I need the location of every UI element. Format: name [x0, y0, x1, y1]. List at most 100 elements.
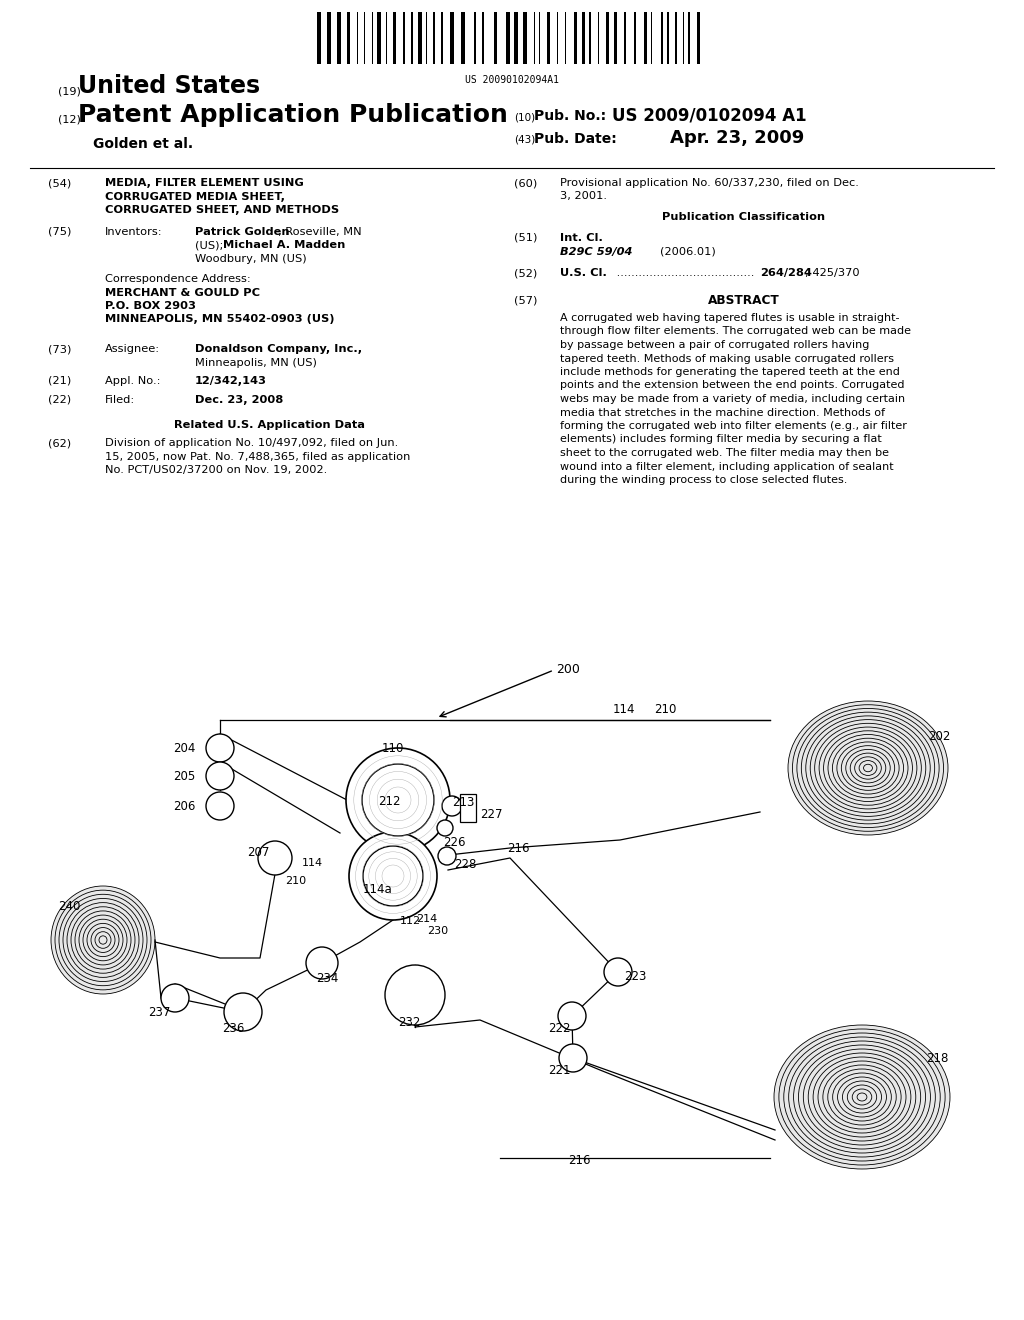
- Bar: [317, 12, 321, 63]
- Text: 227: 227: [480, 808, 503, 821]
- Text: (2006.01): (2006.01): [660, 247, 716, 256]
- Text: 205: 205: [173, 770, 196, 783]
- Text: 114a: 114a: [362, 883, 393, 896]
- Text: CORRUGATED MEDIA SHEET,: CORRUGATED MEDIA SHEET,: [105, 191, 285, 202]
- Circle shape: [558, 1002, 586, 1030]
- Text: (73): (73): [48, 345, 72, 354]
- Text: MINNEAPOLIS, MN 55402-0903 (US): MINNEAPOLIS, MN 55402-0903 (US): [105, 314, 335, 325]
- Text: (60): (60): [514, 178, 538, 187]
- Text: (43): (43): [514, 135, 536, 145]
- Bar: [474, 12, 476, 63]
- Text: elements) includes forming filter media by securing a flat: elements) includes forming filter media …: [560, 434, 882, 445]
- Text: Dec. 23, 2008: Dec. 23, 2008: [195, 395, 284, 405]
- Text: US 20090102094A1: US 20090102094A1: [465, 75, 559, 84]
- Bar: [461, 12, 465, 63]
- Circle shape: [206, 792, 234, 820]
- Text: (19): (19): [58, 87, 81, 96]
- Bar: [634, 12, 636, 63]
- Text: 216: 216: [507, 842, 529, 855]
- Circle shape: [349, 832, 437, 920]
- Bar: [688, 12, 690, 63]
- Circle shape: [161, 983, 189, 1012]
- Bar: [403, 12, 406, 63]
- Text: United States: United States: [78, 74, 260, 98]
- Text: (10): (10): [514, 112, 536, 121]
- Text: (62): (62): [48, 438, 71, 447]
- Text: MERCHANT & GOULD PC: MERCHANT & GOULD PC: [105, 288, 260, 297]
- Text: 222: 222: [548, 1022, 570, 1035]
- Text: Golden et al.: Golden et al.: [93, 137, 194, 150]
- Text: Minneapolis, MN (US): Minneapolis, MN (US): [195, 358, 316, 367]
- Text: 15, 2005, now Pat. No. 7,488,365, filed as application: 15, 2005, now Pat. No. 7,488,365, filed …: [105, 451, 411, 462]
- Text: 221: 221: [548, 1064, 570, 1077]
- Text: Pub. No.:: Pub. No.:: [534, 110, 606, 123]
- Bar: [523, 12, 527, 63]
- Text: Apr. 23, 2009: Apr. 23, 2009: [670, 129, 804, 147]
- Text: media that stretches in the machine direction. Methods of: media that stretches in the machine dire…: [560, 408, 885, 417]
- Circle shape: [362, 846, 423, 906]
- Circle shape: [206, 762, 234, 789]
- Bar: [697, 12, 700, 63]
- Text: 232: 232: [398, 1016, 421, 1030]
- Circle shape: [438, 847, 456, 865]
- Bar: [327, 12, 331, 63]
- Text: Patent Application Publication: Patent Application Publication: [78, 103, 508, 127]
- Text: 213: 213: [452, 796, 474, 809]
- Text: A corrugated web having tapered flutes is usable in straight-: A corrugated web having tapered flutes i…: [560, 313, 899, 323]
- Bar: [482, 12, 484, 63]
- Text: ABSTRACT: ABSTRACT: [709, 293, 780, 306]
- Text: Filed:: Filed:: [105, 395, 135, 405]
- Text: US 2009/0102094 A1: US 2009/0102094 A1: [612, 106, 807, 124]
- Text: 202: 202: [928, 730, 950, 743]
- Text: 112: 112: [400, 916, 421, 927]
- Text: 114: 114: [302, 858, 324, 869]
- Text: 240: 240: [58, 900, 80, 913]
- Text: Donaldson Company, Inc.,: Donaldson Company, Inc.,: [195, 345, 362, 354]
- Ellipse shape: [788, 701, 948, 836]
- Bar: [494, 12, 497, 63]
- Bar: [433, 12, 435, 63]
- Text: 216: 216: [568, 1154, 591, 1167]
- Bar: [624, 12, 626, 63]
- Text: 264/284: 264/284: [760, 268, 812, 279]
- Text: 210: 210: [285, 876, 306, 886]
- Text: 230: 230: [427, 927, 449, 936]
- Bar: [547, 12, 550, 63]
- Text: 212: 212: [378, 795, 400, 808]
- Circle shape: [346, 748, 450, 851]
- Bar: [606, 12, 609, 63]
- Text: wound into a filter element, including application of sealant: wound into a filter element, including a…: [560, 462, 894, 471]
- Text: points and the extension between the end points. Corrugated: points and the extension between the end…: [560, 380, 904, 391]
- Text: Division of application No. 10/497,092, filed on Jun.: Division of application No. 10/497,092, …: [105, 438, 398, 447]
- Bar: [377, 12, 381, 63]
- Text: 218: 218: [926, 1052, 948, 1065]
- Bar: [574, 12, 577, 63]
- Bar: [589, 12, 591, 63]
- Text: 234: 234: [316, 972, 338, 985]
- Text: Provisional application No. 60/337,230, filed on Dec.: Provisional application No. 60/337,230, …: [560, 178, 859, 187]
- Text: (21): (21): [48, 375, 72, 385]
- Bar: [393, 12, 396, 63]
- Text: tapered teeth. Methods of making usable corrugated rollers: tapered teeth. Methods of making usable …: [560, 354, 894, 363]
- Circle shape: [206, 734, 234, 762]
- Circle shape: [604, 958, 632, 986]
- Text: , Roseville, MN: , Roseville, MN: [278, 227, 361, 238]
- Text: Woodbury, MN (US): Woodbury, MN (US): [195, 253, 306, 264]
- Bar: [441, 12, 443, 63]
- Bar: [514, 12, 518, 63]
- Text: 3, 2001.: 3, 2001.: [560, 191, 607, 202]
- Circle shape: [258, 841, 292, 875]
- Text: Correspondence Address:: Correspondence Address:: [105, 275, 251, 284]
- Text: (US);: (US);: [195, 240, 227, 251]
- Text: 204: 204: [173, 742, 196, 755]
- Text: 210: 210: [654, 704, 677, 715]
- Text: (12): (12): [58, 115, 81, 125]
- Text: forming the corrugated web into filter elements (e.g., air filter: forming the corrugated web into filter e…: [560, 421, 907, 432]
- Bar: [347, 12, 350, 63]
- Text: 237: 237: [148, 1006, 170, 1019]
- Text: 226: 226: [443, 836, 466, 849]
- Text: Publication Classification: Publication Classification: [663, 211, 825, 222]
- Bar: [418, 12, 422, 63]
- Text: P.O. BOX 2903: P.O. BOX 2903: [105, 301, 196, 312]
- Bar: [337, 12, 341, 63]
